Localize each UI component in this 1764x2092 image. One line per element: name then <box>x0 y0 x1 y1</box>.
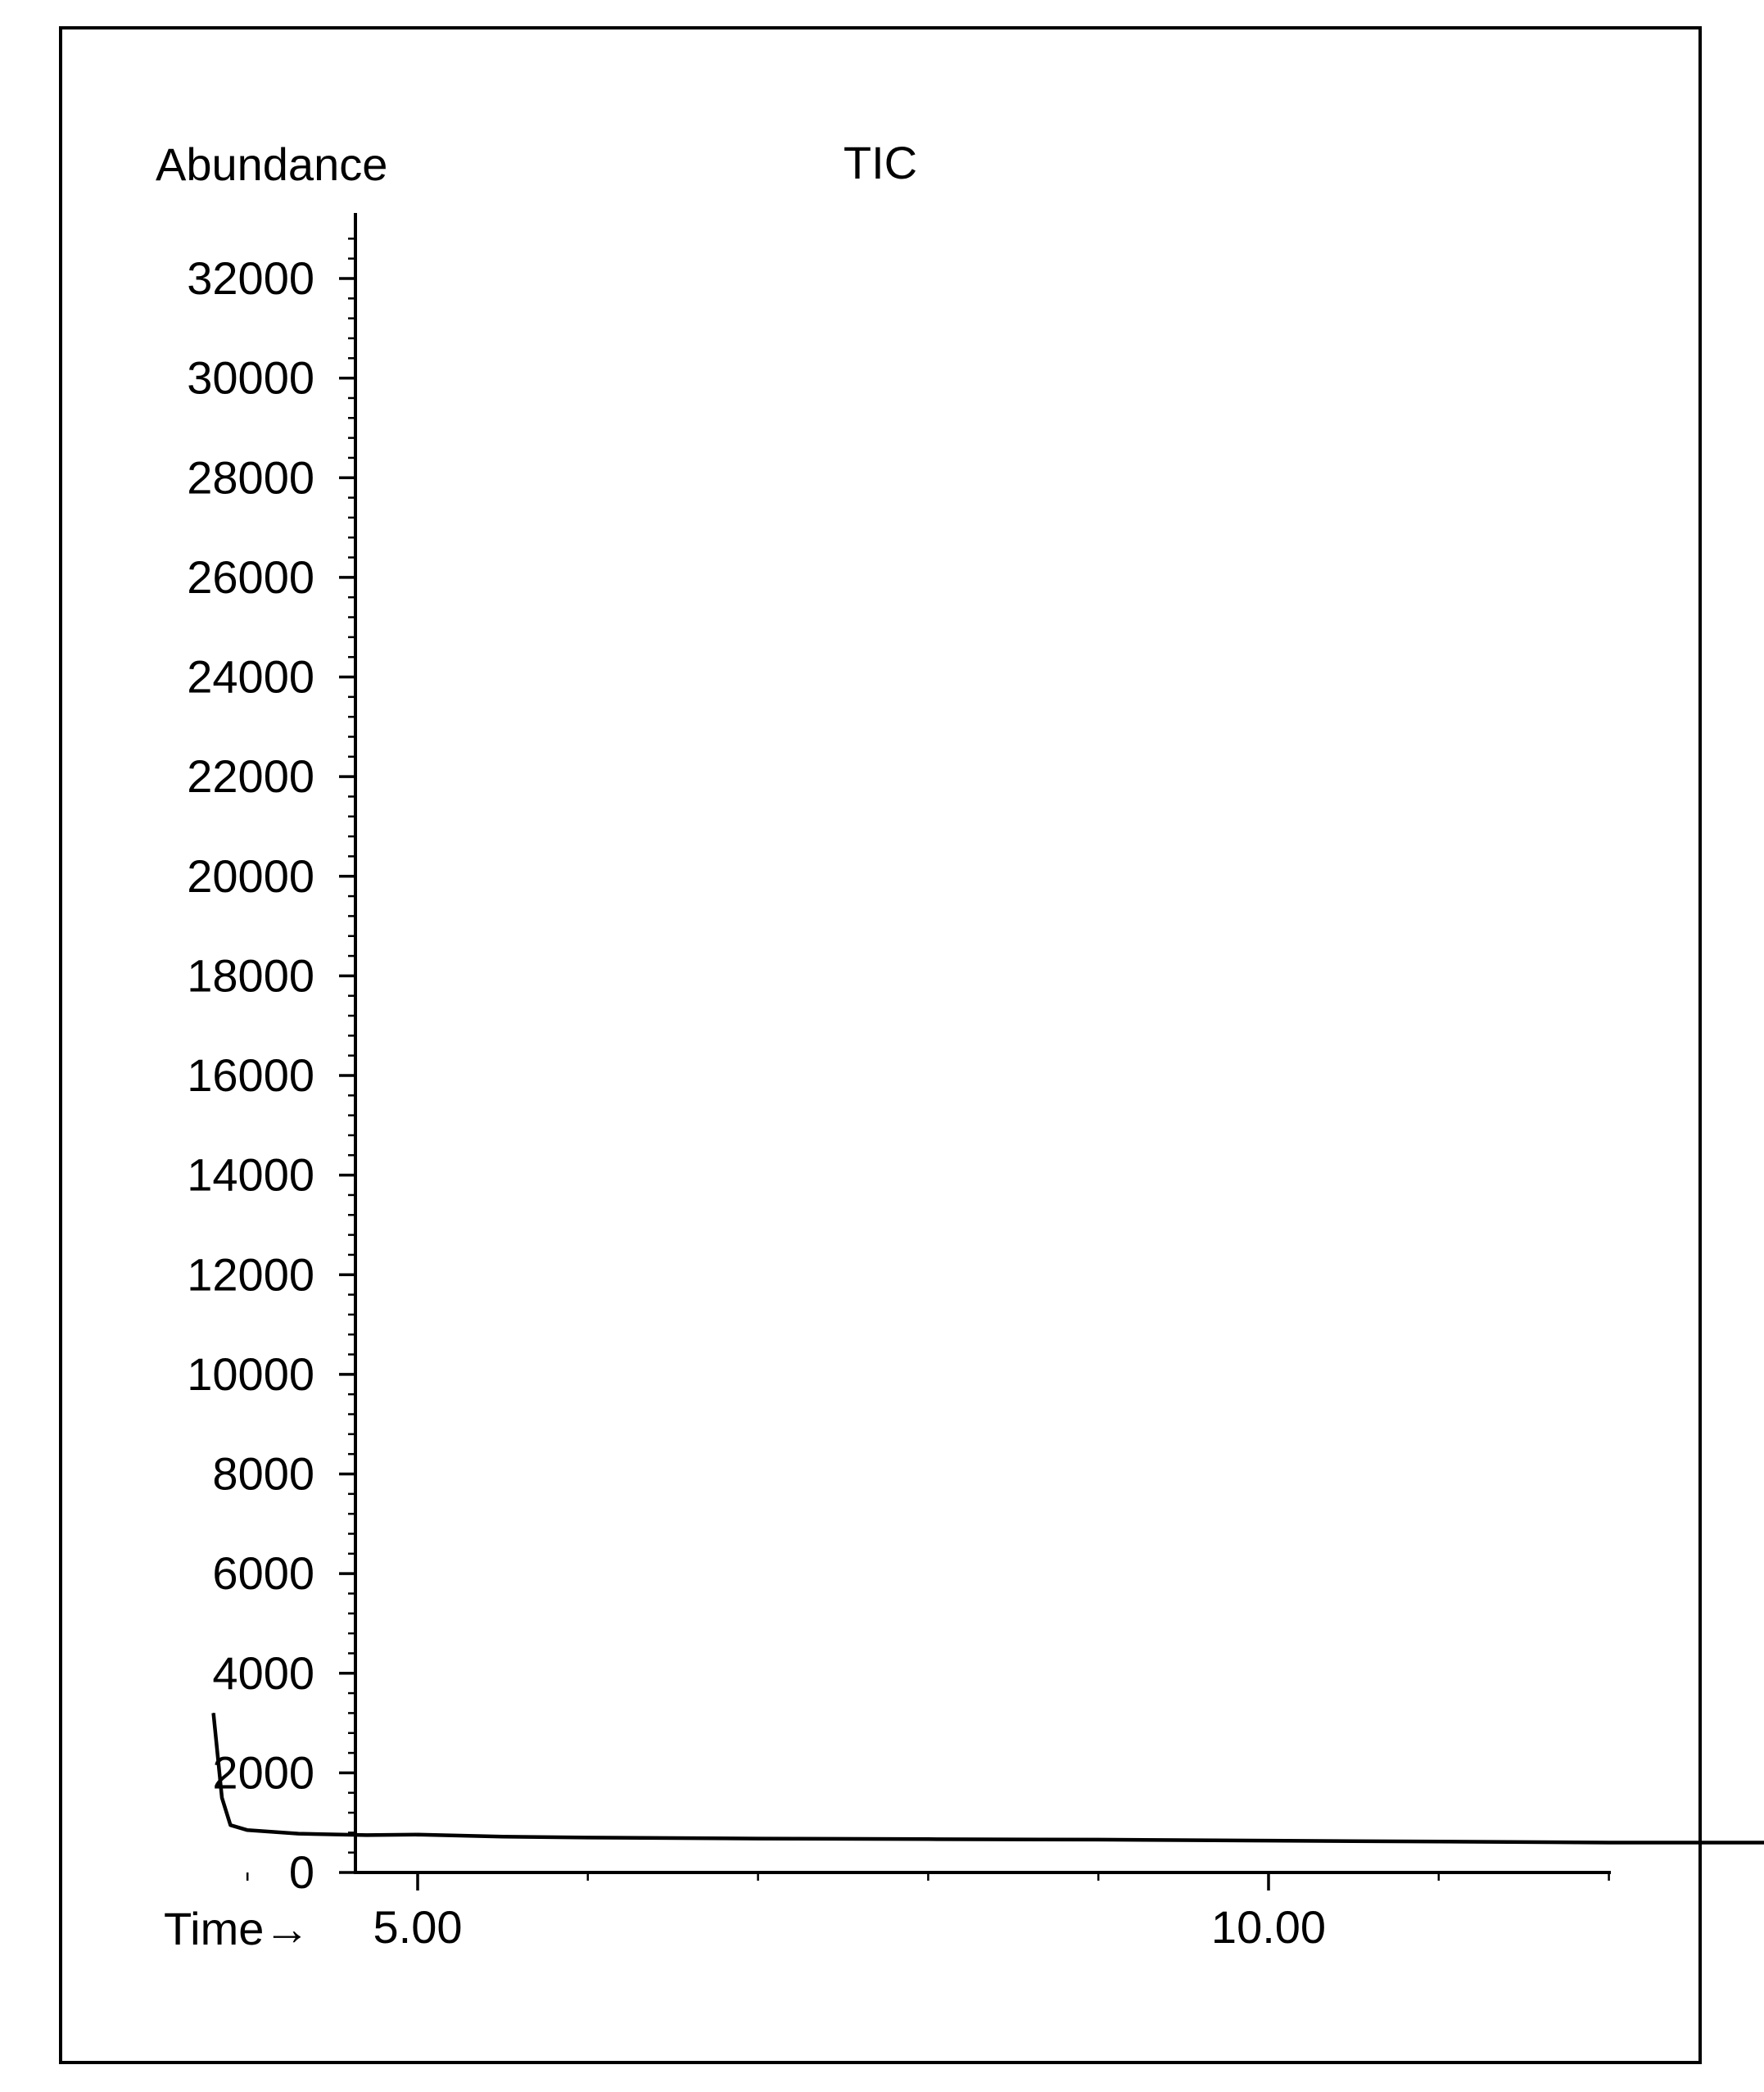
y-axis-label: Abundance <box>156 138 387 190</box>
axes <box>354 213 1611 1874</box>
y-tick-label: 8000 <box>212 1448 314 1500</box>
tic-series-line <box>211 1713 1764 1845</box>
tic-data-point <box>298 1833 299 1835</box>
x-tick-label: 5.00 <box>373 1901 463 1953</box>
y-tick-label: 4000 <box>212 1647 314 1699</box>
ticks <box>246 238 1610 1890</box>
y-tick-label: 22000 <box>187 750 314 802</box>
x-axis-label: Time→ <box>164 1903 310 1954</box>
tick-labels: 0 2000 4000 6000 8000 10000 12000 14000 16000 180… <box>187 252 1326 1953</box>
y-tick-label: 30000 <box>187 352 314 404</box>
y-tick-label: 6000 <box>212 1547 314 1599</box>
y-tick-label: 32000 <box>187 252 314 304</box>
y-tick-label: 26000 <box>187 551 314 603</box>
tic-data-point <box>1608 1842 1610 1843</box>
tic-data-point <box>247 1829 248 1831</box>
y-tick-label: 18000 <box>187 949 314 1001</box>
series <box>211 1712 1764 1845</box>
tic-data-point <box>1438 1841 1440 1842</box>
y-tick-label: 10000 <box>187 1348 314 1400</box>
y-tick-label: 24000 <box>187 651 314 703</box>
y-tick-label: 0 <box>289 1846 314 1898</box>
y-tick-label: 2000 <box>212 1746 314 1798</box>
tic-data-point <box>1097 1839 1099 1841</box>
tic-data-point <box>229 1824 231 1826</box>
chart-frame <box>59 26 1702 2064</box>
tic-data-point <box>502 1836 504 1837</box>
y-tick-label: 28000 <box>187 451 314 503</box>
y-tick-label: 20000 <box>187 850 314 902</box>
tic-data-point <box>213 1712 215 1714</box>
tic-data-point <box>587 1836 589 1838</box>
tic-data-point <box>927 1838 929 1840</box>
tic-data-point <box>366 1834 368 1836</box>
tic-data-point <box>221 1797 223 1799</box>
y-tick-label: 12000 <box>187 1248 314 1300</box>
x-tick-label: 10.00 <box>1211 1901 1326 1953</box>
chart-title: TIC <box>844 137 917 188</box>
y-tick-label: 16000 <box>187 1049 314 1101</box>
y-tick-label: 14000 <box>187 1149 314 1201</box>
